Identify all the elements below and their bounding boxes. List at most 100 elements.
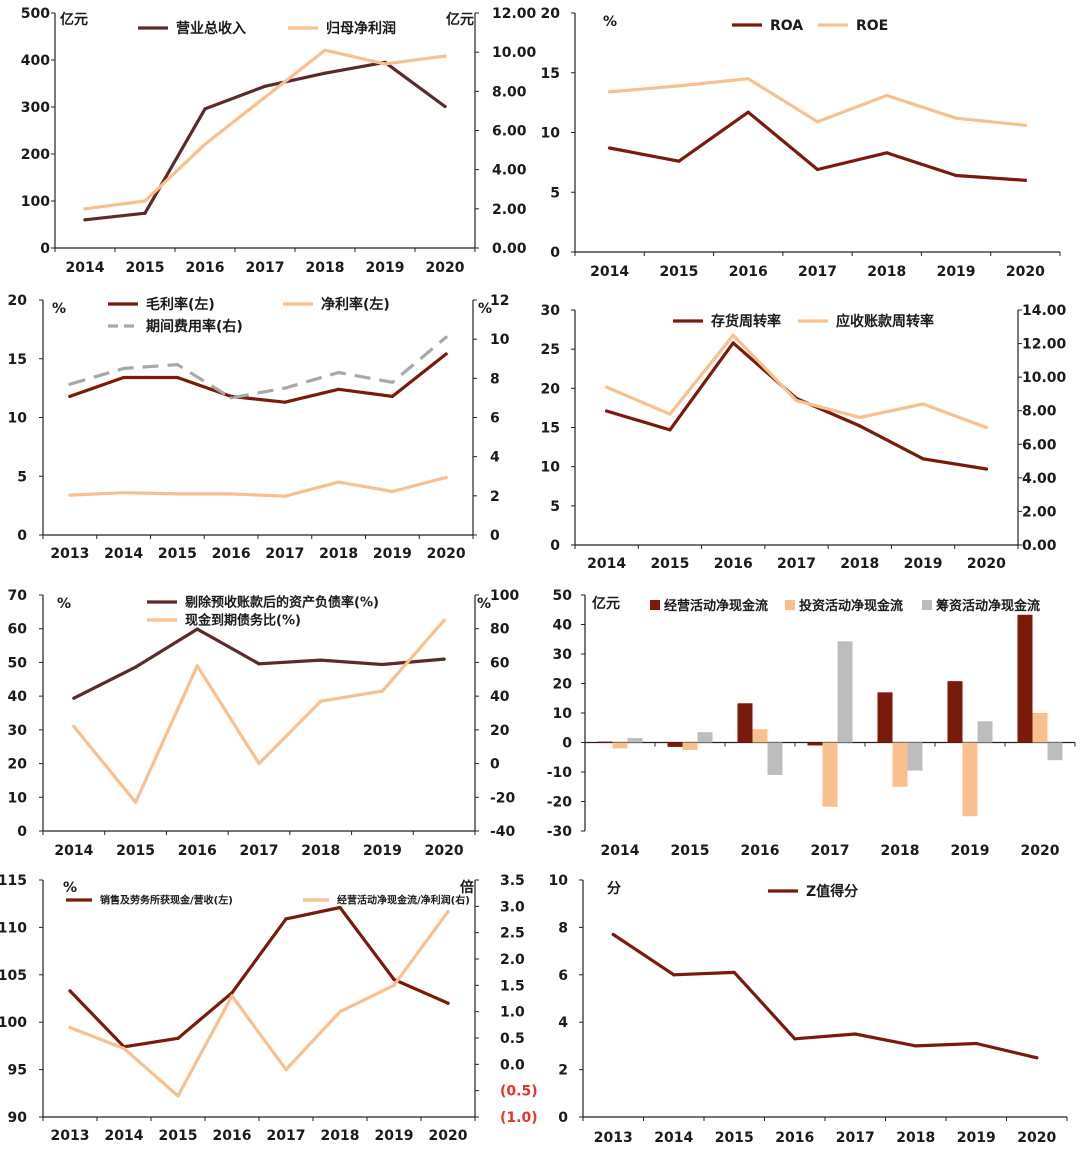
bar-经营活动净现金流 xyxy=(737,703,753,743)
data-point xyxy=(858,415,862,420)
x-tick-label: 2016 xyxy=(714,556,753,572)
data-point xyxy=(984,425,988,430)
data-point xyxy=(176,1036,180,1040)
data-point xyxy=(175,492,179,496)
y-tick-label-left: 0 xyxy=(40,241,50,257)
y-tick-label-right: -40 xyxy=(490,824,516,840)
x-tick-label: 2017 xyxy=(267,1128,306,1144)
data-point xyxy=(175,375,179,380)
chart-panel-turnover: 0 5 10 15 20 25 30 0.00 2.00 4.00 6.00 8.00 10.00 12.… xyxy=(541,303,1067,572)
y-tick-label-right: 0.00 xyxy=(1022,538,1057,554)
data-point xyxy=(195,627,199,631)
unit-label-right: % xyxy=(478,301,492,317)
y-tick-label-right: 6.00 xyxy=(492,124,527,140)
y-tick-label-left: 70 xyxy=(8,588,28,604)
data-point xyxy=(984,467,988,471)
data-point xyxy=(442,618,446,622)
x-tick-label: 2019 xyxy=(373,546,412,562)
y-tick-label-left: 15 xyxy=(8,352,27,368)
legend-label: 营业总收入 xyxy=(176,20,246,37)
data-point xyxy=(914,1044,918,1048)
bar-投资活动净现金流 xyxy=(822,742,838,807)
data-point xyxy=(605,385,609,389)
data-point xyxy=(143,211,147,215)
data-point xyxy=(337,480,341,484)
chart-panel-roa-roe: 0 5 10 15 20 2014 2015 2016 2017 2018 2019 2020% ROA… xyxy=(541,6,1061,280)
x-tick-label: 2016 xyxy=(178,843,217,859)
y-tick-label-left: 2 xyxy=(558,1063,568,1079)
unit-label-right: 倍 xyxy=(460,879,474,896)
y-tick-label-right: 80 xyxy=(490,622,510,638)
unit-label-left: % xyxy=(603,14,617,30)
data-point xyxy=(337,370,341,375)
y-tick-label-right: 0.5 xyxy=(500,1031,525,1047)
data-point xyxy=(323,71,327,75)
data-point xyxy=(853,1032,857,1036)
y-tick-label-right: 0 xyxy=(490,757,500,773)
y-tick-label-left: 15 xyxy=(541,421,560,437)
data-point xyxy=(283,494,287,498)
data-point xyxy=(230,994,234,998)
unit-label-right: 亿元 xyxy=(446,11,474,28)
y-tick-label-left: 90 xyxy=(8,1110,28,1126)
data-point xyxy=(444,352,448,356)
data-point xyxy=(68,493,72,497)
y-tick-label-left: 30 xyxy=(553,647,573,663)
data-point xyxy=(672,973,676,977)
y-tick-label-left: 50 xyxy=(553,588,573,604)
y-tick-label-right: 0.00 xyxy=(492,241,527,257)
x-tick-label: 2017 xyxy=(811,843,850,859)
y-tick-label-left: 5 xyxy=(550,185,560,201)
y-tick-label-right: 12.00 xyxy=(492,6,537,22)
series-line-毛利率(左) xyxy=(68,352,448,404)
x-tick-label: 2014 xyxy=(66,260,105,276)
legend-label: 筹资活动净现金流 xyxy=(936,598,1040,614)
data-point xyxy=(284,917,288,921)
data-point xyxy=(446,1001,450,1005)
y-tick-label-right: 3.5 xyxy=(500,873,525,889)
y-tick-label-left: 105 xyxy=(0,968,27,984)
data-point xyxy=(72,724,76,729)
y-tick-label-left: 20 xyxy=(541,381,561,397)
y-tick-label-right: 8.00 xyxy=(1022,404,1057,420)
chart-panel-margins: 0 5 10 15 20 0 2 4 6 8 10 12 2013 2014 2015 2016 2017 201… xyxy=(8,293,510,562)
y-tick-label-right: 20 xyxy=(490,723,510,739)
data-point xyxy=(83,218,87,222)
data-point xyxy=(921,402,925,406)
series-line-Z值得分 xyxy=(611,932,1039,1060)
chart-panel-z-score: 0 2 4 6 8 10 2013 2014 2015 2016 2017 2018 2019 2020 分… xyxy=(549,873,1068,1146)
data-point xyxy=(122,491,126,495)
y-tick-label-left: 20 xyxy=(541,6,561,22)
x-tick-label: 2018 xyxy=(319,546,358,562)
x-tick-label: 2020 xyxy=(1021,843,1060,859)
unit-label-left: % xyxy=(57,596,71,612)
x-tick-label: 2016 xyxy=(775,1130,814,1146)
x-tick-label: 2018 xyxy=(840,556,879,572)
data-point xyxy=(885,93,889,98)
bar-投资活动净现金流 xyxy=(892,742,908,787)
y-tick-label-right: 3.0 xyxy=(500,899,525,915)
data-point xyxy=(608,146,612,150)
y-tick-label-left: 0 xyxy=(562,736,572,752)
legend-label: ROE xyxy=(856,18,888,34)
data-point xyxy=(133,665,138,669)
y-tick-label-left: 100 xyxy=(0,1015,27,1031)
y-tick-label-left: 10 xyxy=(553,706,573,722)
data-point xyxy=(337,387,341,391)
y-tick-label-left: 40 xyxy=(8,689,28,705)
y-tick-label-left: 110 xyxy=(0,920,27,936)
legend-label: Z值得分 xyxy=(806,883,858,900)
x-tick-label: 2016 xyxy=(741,843,780,859)
bar-投资活动净现金流 xyxy=(612,742,628,749)
series-line-归母净利润 xyxy=(83,48,447,211)
y-tick-label-left: 0 xyxy=(17,824,27,840)
data-point xyxy=(283,400,287,404)
data-point xyxy=(390,380,394,384)
y-tick-label-right: 0 xyxy=(490,528,500,544)
y-tick-label-left: 30 xyxy=(8,723,28,739)
data-point xyxy=(68,382,72,386)
data-point xyxy=(319,699,323,703)
legend-label: 毛利率(左) xyxy=(146,296,215,313)
unit-label-left: % xyxy=(63,880,77,896)
y-tick-label-right: 2.5 xyxy=(500,926,525,942)
